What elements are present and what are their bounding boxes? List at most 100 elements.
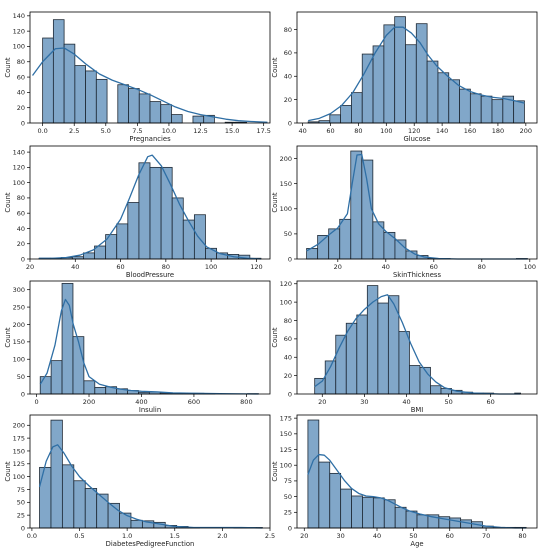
bar-diabetespedigreefunction-7 (119, 512, 132, 529)
y-tick-label-bmi-3: 60 (284, 335, 292, 343)
x-tick-label-glucose-8: 200 (520, 127, 532, 135)
x-tick-label-age-6: 80 (518, 532, 526, 540)
bar-bloodpressure-13 (182, 219, 195, 260)
x-axis-label-bmi: BMI (411, 406, 424, 414)
y-tick-label-diabetespedigreefunction-5: 125 (13, 460, 25, 468)
bar-skinthickness-3 (339, 218, 352, 260)
x-tick-label-age-1: 30 (336, 532, 344, 540)
x-tick-label-insulin-2: 400 (135, 398, 147, 406)
bar-pregnancies-8 (128, 88, 140, 124)
x-tick-label-pregnancies-5: 12.5 (193, 127, 207, 135)
plot-frame-diabetespedigreefunction (29, 414, 271, 529)
bar-glucose-4 (351, 92, 363, 124)
x-tick-label-bmi-4: 60 (487, 398, 495, 406)
bar-bmi-9 (409, 365, 421, 395)
plot-frame-pregnancies (29, 11, 271, 124)
histogram-insulin: 0 200 400 600 800 0 50 100 150 200 250 300 Insulin Co… (4, 280, 271, 414)
y-tick-label-pregnancies-1: 20 (17, 104, 25, 112)
bar-age-6 (372, 497, 385, 529)
bar-pregnancies-5 (95, 78, 108, 124)
bar-glucose-14 (459, 88, 471, 124)
y-tick-label-skinthickness-3: 150 (280, 180, 292, 188)
bar-skinthickness-1 (317, 234, 330, 260)
x-tick-label-skinthickness-3: 80 (478, 263, 486, 271)
bar-age-5 (362, 496, 374, 529)
x-tick-label-insulin-1: 200 (83, 398, 95, 406)
x-tick-label-glucose-3: 100 (380, 127, 392, 135)
y-tick-label-pregnancies-7: 140 (13, 12, 25, 20)
y-tick-label-insulin-5: 250 (13, 303, 25, 311)
y-tick-label-bmi-6: 120 (280, 280, 292, 288)
x-tick-label-bloodpressure-0: 20 (26, 263, 34, 271)
y-tick-label-insulin-3: 150 (13, 338, 25, 346)
y-tick-label-age-4: 100 (280, 462, 292, 470)
bar-glucose-12 (437, 72, 450, 124)
y-tick-label-pregnancies-2: 40 (17, 89, 25, 97)
bar-pregnancies-0 (42, 37, 54, 124)
x-tick-label-skinthickness-1: 40 (382, 263, 390, 271)
bar-bmi-11 (430, 385, 442, 395)
y-axis-label-skinthickness: Count (271, 192, 279, 213)
y-tick-label-age-3: 75 (284, 477, 292, 485)
bar-pregnancies-7 (117, 84, 129, 124)
y-tick-label-diabetespedigreefunction-6: 150 (13, 447, 25, 455)
x-tick-label-bloodpressure-5: 120 (250, 263, 262, 271)
bar-glucose-15 (469, 93, 482, 124)
y-tick-label-bloodpressure-0: 0 (21, 255, 25, 263)
y-tick-label-pregnancies-4: 80 (17, 58, 25, 66)
bar-age-9 (405, 510, 418, 529)
x-tick-label-age-3: 50 (409, 532, 417, 540)
y-axis-label-pregnancies: Count (4, 57, 12, 78)
bar-glucose-7 (383, 24, 396, 124)
bar-age-1 (318, 461, 331, 529)
bar-skinthickness-7 (383, 231, 396, 260)
kde-curve-glucose (308, 26, 525, 122)
plot-frame-glucose (296, 11, 538, 124)
bar-glucose-8 (394, 16, 406, 124)
x-tick-label-bmi-0: 20 (318, 398, 326, 406)
x-tick-label-age-2: 40 (373, 532, 381, 540)
y-tick-label-bloodpressure-5: 100 (13, 179, 25, 187)
x-tick-label-age-5: 70 (482, 532, 490, 540)
x-tick-label-pregnancies-2: 5.0 (101, 127, 111, 135)
y-tick-label-insulin-1: 50 (17, 373, 25, 381)
bar-bloodpressure-10 (149, 166, 162, 260)
bar-pregnancies-11 (160, 104, 172, 124)
y-tick-label-bmi-4: 80 (284, 317, 292, 325)
x-tick-label-glucose-2: 80 (354, 127, 362, 135)
x-tick-label-pregnancies-6: 15.0 (225, 127, 239, 135)
histogram-skinthickness: 20 40 60 80 100 0 50 100 150 200 SkinThickness Coun… (271, 145, 538, 279)
bar-bloodpressure-9 (138, 162, 151, 260)
x-tick-label-bloodpressure-4: 100 (205, 263, 217, 271)
x-axis-label-pregnancies: Pregnancies (129, 135, 171, 143)
bar-bloodpressure-7 (116, 223, 129, 260)
x-tick-label-bloodpressure-3: 80 (162, 263, 170, 271)
bar-pregnancies-12 (171, 114, 183, 124)
plot-frame-insulin (29, 280, 271, 395)
y-tick-label-bmi-0: 0 (288, 390, 292, 398)
bar-insulin-2 (61, 283, 74, 395)
x-tick-label-age-4: 60 (446, 532, 454, 540)
bar-diabetespedigreefunction-5 (96, 493, 109, 529)
x-tick-label-pregnancies-7: 17.5 (256, 127, 270, 135)
kde-curve-bmi (314, 294, 521, 395)
y-axis-label-glucose: Count (271, 57, 279, 78)
y-tick-label-bmi-5: 100 (280, 298, 292, 306)
bar-pregnancies-9 (138, 93, 151, 124)
bar-diabetespedigreefunction-2 (61, 464, 75, 529)
bar-glucose-16 (480, 95, 493, 124)
y-tick-label-bloodpressure-7: 140 (13, 148, 25, 156)
bar-bloodpressure-14 (193, 214, 206, 260)
x-axis-label-bloodpressure: BloodPressure (126, 271, 174, 279)
y-tick-label-insulin-6: 300 (13, 286, 25, 294)
y-tick-label-pregnancies-0: 0 (21, 119, 25, 127)
x-tick-label-skinthickness-4: 100 (524, 263, 536, 271)
y-tick-label-pregnancies-5: 100 (13, 43, 25, 51)
x-axis-label-age: Age (410, 540, 423, 548)
x-tick-label-pregnancies-3: 7.5 (132, 127, 142, 135)
y-tick-label-age-7: 175 (280, 414, 292, 422)
bar-diabetespedigreefunction-4 (84, 488, 98, 529)
y-tick-label-skinthickness-1: 50 (284, 230, 292, 238)
y-tick-label-age-0: 0 (288, 524, 292, 532)
